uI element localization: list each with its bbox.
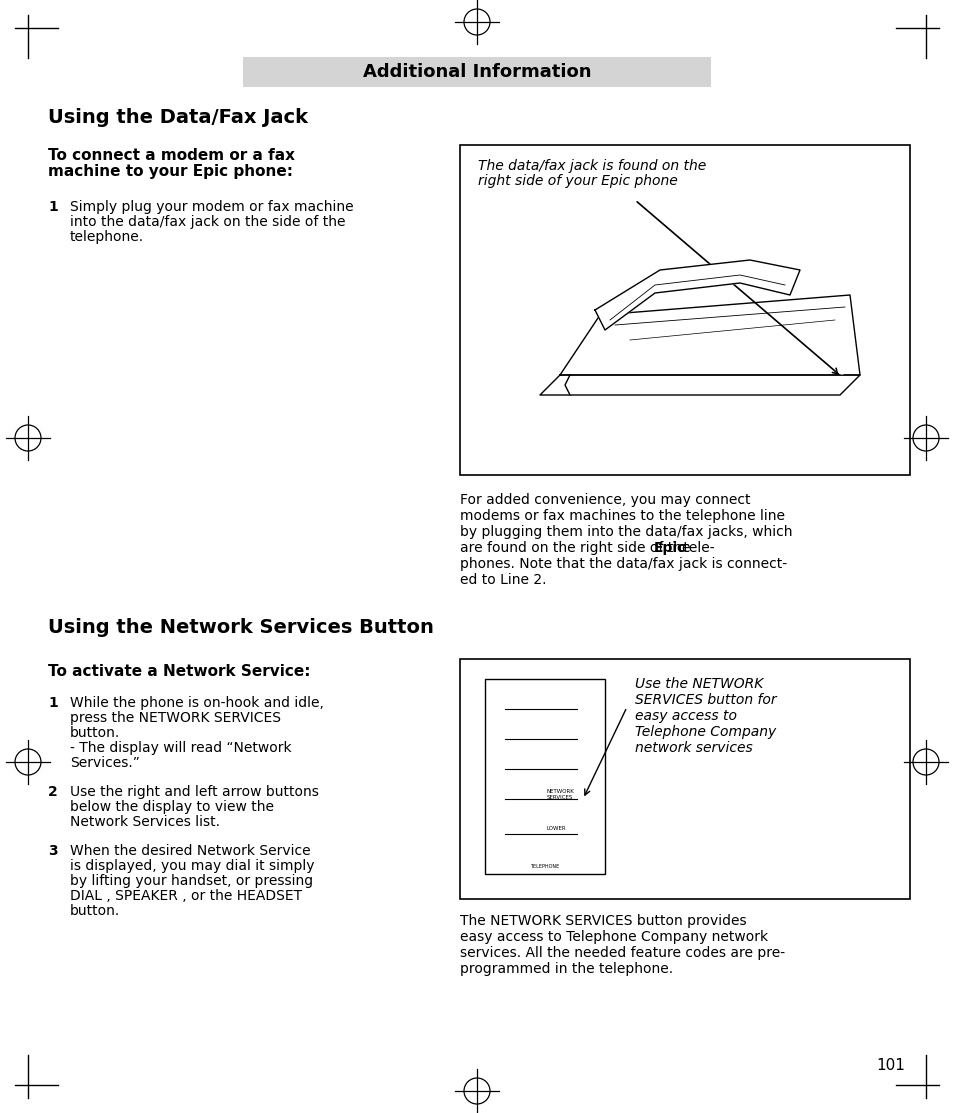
Circle shape <box>837 366 845 374</box>
Circle shape <box>580 825 598 843</box>
Text: button.: button. <box>70 726 120 740</box>
Text: Services.”: Services.” <box>70 756 140 770</box>
Text: Using the Network Services Button: Using the Network Services Button <box>48 618 434 637</box>
Polygon shape <box>559 295 859 375</box>
Text: To connect a modem or a fax: To connect a modem or a fax <box>48 148 294 162</box>
Circle shape <box>579 764 589 774</box>
Text: 2: 2 <box>48 785 58 799</box>
Text: tele-: tele- <box>679 541 714 555</box>
Polygon shape <box>539 375 859 395</box>
Text: Additional Information: Additional Information <box>362 63 591 81</box>
Text: by lifting your handset, or pressing: by lifting your handset, or pressing <box>70 874 313 888</box>
Text: Use the NETWORK: Use the NETWORK <box>635 677 762 691</box>
Circle shape <box>579 733 589 743</box>
Text: are found on the right side of the: are found on the right side of the <box>459 541 694 555</box>
Text: easy access to Telephone Company network: easy access to Telephone Company network <box>459 930 767 944</box>
Polygon shape <box>595 260 800 329</box>
Bar <box>484 679 604 874</box>
Circle shape <box>495 764 504 774</box>
Text: 1: 1 <box>48 200 58 214</box>
Bar <box>834 363 848 377</box>
Text: services. All the needed feature codes are pre-: services. All the needed feature codes a… <box>459 946 784 961</box>
Circle shape <box>495 733 504 743</box>
Text: DIAL , SPEAKER , or the HEADSET: DIAL , SPEAKER , or the HEADSET <box>70 889 302 903</box>
Text: below the display to view the: below the display to view the <box>70 800 274 814</box>
Text: press the NETWORK SERVICES: press the NETWORK SERVICES <box>70 711 281 725</box>
Text: TELEPHONE: TELEPHONE <box>530 864 559 868</box>
Text: right side of your Epic phone: right side of your Epic phone <box>477 174 677 188</box>
Text: Telephone Company: Telephone Company <box>635 725 776 739</box>
Text: is displayed, you may dial it simply: is displayed, you may dial it simply <box>70 859 314 873</box>
Text: The data/fax jack is found on the: The data/fax jack is found on the <box>477 159 705 173</box>
Bar <box>243 57 710 87</box>
Text: 3: 3 <box>48 844 57 858</box>
Text: phones. Note that the data/fax jack is connect-: phones. Note that the data/fax jack is c… <box>459 556 786 571</box>
Bar <box>459 659 909 899</box>
Circle shape <box>583 792 596 805</box>
Circle shape <box>495 705 504 715</box>
Text: machine to your Epic phone:: machine to your Epic phone: <box>48 164 293 179</box>
Text: ed to Line 2.: ed to Line 2. <box>459 573 546 587</box>
Text: While the phone is on-hook and idle,: While the phone is on-hook and idle, <box>70 696 323 710</box>
Text: To activate a Network Service:: To activate a Network Service: <box>48 664 310 679</box>
Circle shape <box>495 794 504 804</box>
Text: network services: network services <box>635 741 752 755</box>
Text: Use the right and left arrow buttons: Use the right and left arrow buttons <box>70 785 318 799</box>
Text: 1: 1 <box>48 696 58 710</box>
Text: - The display will read “Network: - The display will read “Network <box>70 741 292 755</box>
Text: programmed in the telephone.: programmed in the telephone. <box>459 962 673 976</box>
Text: Epic: Epic <box>654 541 686 555</box>
Text: Simply plug your modem or fax machine: Simply plug your modem or fax machine <box>70 200 354 214</box>
Text: Using the Data/Fax Jack: Using the Data/Fax Jack <box>48 108 308 127</box>
Text: For added convenience, you may connect: For added convenience, you may connect <box>459 493 750 508</box>
Text: SERVICES button for: SERVICES button for <box>635 693 776 707</box>
Circle shape <box>495 829 504 839</box>
Text: Network Services list.: Network Services list. <box>70 815 220 829</box>
Text: modems or fax machines to the telephone line: modems or fax machines to the telephone … <box>459 509 784 523</box>
Text: LOWER: LOWER <box>546 826 566 831</box>
Text: easy access to: easy access to <box>635 709 737 723</box>
Text: telephone.: telephone. <box>70 230 144 244</box>
Text: NETWORK
SERVICES: NETWORK SERVICES <box>546 789 574 800</box>
Text: button.: button. <box>70 904 120 918</box>
Circle shape <box>579 705 589 715</box>
Text: 101: 101 <box>875 1058 904 1073</box>
Text: into the data/fax jack on the side of the: into the data/fax jack on the side of th… <box>70 215 345 229</box>
Bar <box>459 145 909 475</box>
Text: The NETWORK SERVICES button provides: The NETWORK SERVICES button provides <box>459 914 746 928</box>
Text: When the desired Network Service: When the desired Network Service <box>70 844 311 858</box>
Text: by plugging them into the data/fax jacks, which: by plugging them into the data/fax jacks… <box>459 525 792 539</box>
